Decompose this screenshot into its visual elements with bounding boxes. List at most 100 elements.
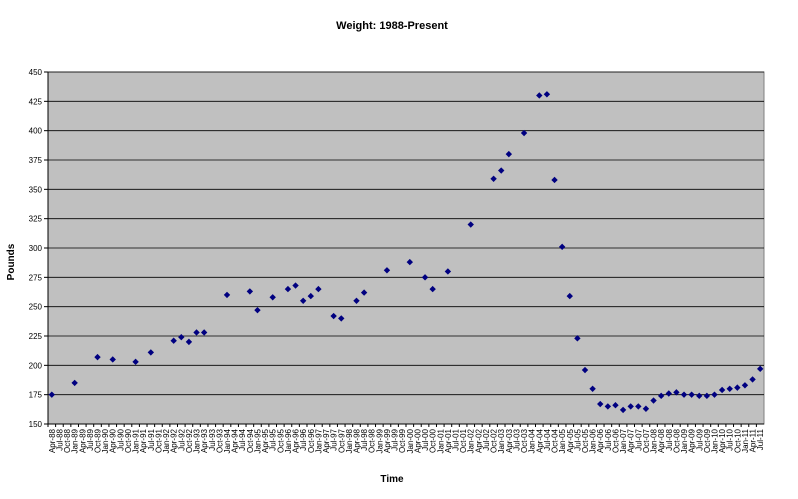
marker	[688, 391, 695, 398]
x-tick-label: Jul-09	[695, 428, 704, 450]
marker	[307, 292, 314, 300]
x-tick-label: Jan-89	[71, 428, 80, 453]
x-tick-label: Jan-10	[710, 428, 719, 453]
x-tick-label: Apr-05	[566, 428, 575, 453]
x-tick-label: Oct-02	[490, 428, 499, 453]
x-tick-label: Oct-92	[185, 428, 194, 453]
x-tick-label: Oct-90	[124, 428, 133, 453]
x-tick-label: Jul-07	[634, 428, 643, 450]
x-tick-label: Oct-91	[154, 428, 163, 453]
x-tick-label: Apr-92	[170, 428, 179, 453]
x-tick-label: Jan-09	[680, 428, 689, 453]
x-tick-label: Jul-00	[421, 428, 430, 450]
marker	[635, 403, 642, 410]
marker	[627, 403, 634, 410]
marker	[536, 92, 543, 99]
x-tick-label: Apr-98	[352, 428, 361, 453]
x-tick-label: Jan-07	[619, 428, 628, 453]
x-tick-label: Oct-04	[551, 428, 560, 453]
x-tick-label: Jan-98	[345, 428, 354, 453]
y-tick-label: 200	[29, 361, 43, 370]
marker	[612, 402, 619, 409]
x-tick-label: Apr-02	[474, 428, 483, 453]
y-tick-label: 225	[29, 332, 43, 341]
marker	[223, 291, 231, 299]
x-tick-label: Jan-05	[558, 428, 567, 453]
marker	[185, 338, 193, 346]
marker	[604, 403, 612, 410]
marker	[338, 315, 345, 322]
marker	[703, 392, 711, 400]
x-tick-label: Jan-01	[436, 428, 445, 453]
y-tick-label: 300	[29, 244, 43, 253]
y-tick-label: 250	[29, 303, 43, 312]
x-tick-label: Jan-03	[497, 428, 506, 453]
marker	[269, 294, 276, 301]
marker	[543, 91, 551, 98]
y-tick-label: 375	[29, 156, 43, 165]
x-tick-label: Apr-93	[200, 428, 209, 453]
marker	[284, 285, 292, 293]
x-tick-label: Jan-97	[314, 428, 323, 453]
marker	[756, 365, 764, 373]
x-tick-label: Oct-05	[581, 428, 590, 453]
x-tick-label: Jul-89	[86, 428, 95, 450]
x-tick-label: Jan-06	[589, 428, 598, 453]
marker	[467, 221, 474, 228]
marker	[421, 274, 429, 281]
x-tick-label: Oct-94	[246, 428, 255, 453]
x-tick-label: Jan-92	[162, 428, 171, 453]
x-tick-label: Oct-97	[337, 428, 346, 453]
marker	[558, 243, 566, 251]
x-tick-label: Oct-00	[429, 428, 438, 453]
x-tick-label: Oct-88	[63, 428, 72, 453]
marker	[711, 391, 718, 398]
x-tick-label: Apr-07	[627, 428, 636, 453]
x-tick-label: Oct-10	[733, 428, 742, 453]
x-tick-label: Oct-01	[459, 428, 468, 453]
marker	[589, 385, 596, 392]
x-tick-label: Jul-94	[238, 428, 247, 450]
marker	[650, 397, 657, 404]
x-tick-label: Apr-89	[78, 428, 87, 453]
x-tick-label: Apr-99	[383, 428, 392, 453]
marker	[505, 150, 513, 158]
x-tick-label: Oct-98	[368, 428, 377, 453]
y-tick-label: 175	[29, 391, 43, 400]
marker	[726, 385, 733, 392]
marker	[383, 267, 391, 274]
marker	[315, 285, 322, 293]
x-tick-label: Oct-96	[307, 428, 316, 453]
x-tick-label: Jan-11	[741, 428, 750, 452]
x-tick-label: Jul-97	[330, 428, 339, 450]
x-tick-label: Jul-11	[756, 428, 765, 450]
x-tick-label: Jul-02	[482, 428, 491, 450]
marker	[71, 379, 78, 387]
marker	[254, 306, 261, 314]
x-tick-label: Jul-92	[177, 428, 186, 450]
marker	[444, 268, 452, 275]
y-tick-label: 350	[29, 185, 43, 194]
y-tick-label: 150	[29, 420, 43, 429]
x-tick-label: Apr-06	[596, 428, 605, 453]
x-tick-label: Jul-95	[269, 428, 278, 450]
x-tick-label: Apr-08	[657, 428, 666, 453]
marker	[551, 176, 558, 184]
x-tick-label: Apr-96	[292, 428, 301, 453]
x-tick-label: Apr-88	[48, 428, 57, 453]
x-tick-label: Jan-04	[528, 428, 537, 453]
marker	[619, 406, 627, 414]
marker	[741, 382, 749, 389]
x-tick-label: Jul-90	[116, 428, 125, 450]
marker	[360, 289, 368, 296]
x-tick-label: Jul-10	[726, 428, 735, 450]
marker	[48, 391, 56, 398]
marker	[665, 390, 672, 397]
marker	[406, 258, 414, 266]
marker	[749, 376, 756, 383]
x-tick-label: Jul-99	[391, 428, 400, 450]
marker	[109, 356, 116, 363]
x-tick-label: Apr-97	[322, 428, 331, 453]
marker	[330, 312, 337, 320]
